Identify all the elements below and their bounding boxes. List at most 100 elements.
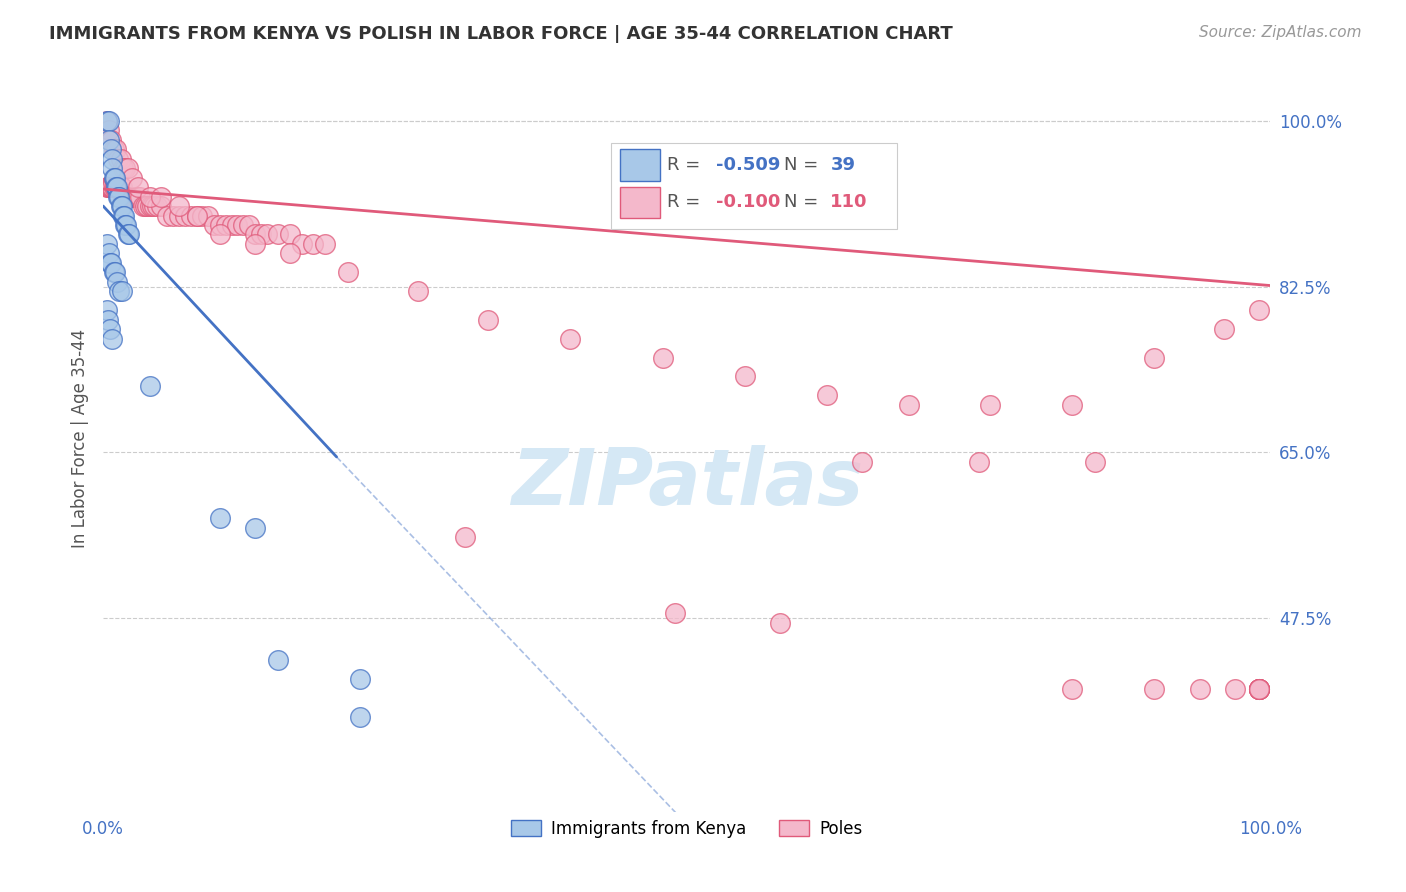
Point bbox=[111, 161, 134, 176]
Point bbox=[278, 227, 301, 242]
Point bbox=[815, 388, 838, 402]
Text: -0.509: -0.509 bbox=[716, 156, 780, 174]
Point bbox=[103, 180, 125, 194]
Point bbox=[105, 275, 128, 289]
Point bbox=[267, 227, 290, 242]
Point bbox=[173, 209, 195, 223]
Point bbox=[232, 218, 254, 232]
Point bbox=[139, 189, 162, 203]
Point bbox=[104, 170, 127, 185]
Point bbox=[186, 209, 208, 223]
Point bbox=[652, 351, 675, 365]
Point bbox=[112, 189, 135, 203]
Point bbox=[97, 312, 120, 326]
Point bbox=[104, 142, 127, 156]
Point bbox=[734, 369, 756, 384]
Point bbox=[769, 615, 792, 630]
Point bbox=[117, 189, 139, 203]
Point bbox=[101, 180, 124, 194]
Point bbox=[98, 322, 121, 336]
Point bbox=[127, 189, 149, 203]
Point bbox=[104, 180, 127, 194]
Point bbox=[103, 142, 125, 156]
Point bbox=[134, 199, 156, 213]
Point bbox=[97, 180, 120, 194]
Point bbox=[349, 673, 371, 687]
Point bbox=[111, 180, 134, 194]
Point bbox=[967, 455, 990, 469]
Point bbox=[96, 180, 118, 194]
Point bbox=[215, 218, 238, 232]
Point bbox=[208, 218, 231, 232]
Point bbox=[150, 189, 173, 203]
Point bbox=[107, 180, 129, 194]
Point bbox=[111, 209, 134, 223]
Point bbox=[110, 199, 132, 213]
Point bbox=[1247, 681, 1270, 696]
Point bbox=[114, 189, 136, 203]
Point bbox=[191, 209, 214, 223]
Point bbox=[117, 161, 139, 176]
Point bbox=[104, 180, 127, 194]
Point bbox=[278, 246, 301, 260]
Point bbox=[122, 189, 145, 203]
Point bbox=[267, 653, 290, 667]
Point bbox=[98, 180, 121, 194]
Point bbox=[1247, 681, 1270, 696]
Point bbox=[98, 180, 121, 194]
Point bbox=[125, 189, 148, 203]
Point bbox=[146, 199, 169, 213]
Point bbox=[111, 285, 134, 299]
Point bbox=[1060, 398, 1083, 412]
Point bbox=[96, 236, 118, 251]
Point bbox=[105, 180, 128, 194]
Point bbox=[139, 379, 162, 393]
Point bbox=[256, 227, 278, 242]
Point bbox=[98, 123, 121, 137]
Point bbox=[96, 303, 118, 318]
Point bbox=[101, 161, 124, 176]
Text: 110: 110 bbox=[831, 194, 868, 211]
Point bbox=[167, 199, 190, 213]
Point bbox=[197, 209, 219, 223]
Point bbox=[118, 189, 141, 203]
Point bbox=[115, 218, 138, 232]
Point bbox=[851, 455, 873, 469]
Point bbox=[108, 285, 131, 299]
Point bbox=[1247, 303, 1270, 318]
Point bbox=[100, 256, 122, 270]
Point bbox=[454, 530, 477, 544]
Point bbox=[243, 521, 266, 535]
Point bbox=[101, 152, 124, 166]
Point bbox=[1247, 681, 1270, 696]
Legend: Immigrants from Kenya, Poles: Immigrants from Kenya, Poles bbox=[505, 814, 869, 845]
Point bbox=[1247, 681, 1270, 696]
Point bbox=[100, 142, 122, 156]
FancyBboxPatch shape bbox=[620, 186, 659, 219]
Point bbox=[101, 332, 124, 346]
Point bbox=[208, 227, 231, 242]
Point bbox=[208, 511, 231, 525]
Point bbox=[96, 113, 118, 128]
Point bbox=[180, 209, 202, 223]
Point bbox=[221, 218, 243, 232]
Point bbox=[290, 236, 312, 251]
Point bbox=[1247, 681, 1270, 696]
Point bbox=[150, 199, 173, 213]
Point bbox=[105, 180, 128, 194]
Point bbox=[139, 199, 162, 213]
Point bbox=[558, 332, 581, 346]
Point bbox=[1084, 455, 1107, 469]
Text: ZIPatlas: ZIPatlas bbox=[510, 445, 863, 521]
Point bbox=[1060, 681, 1083, 696]
FancyBboxPatch shape bbox=[620, 149, 659, 181]
Text: 39: 39 bbox=[831, 156, 855, 174]
Point bbox=[156, 209, 179, 223]
Point bbox=[143, 199, 166, 213]
Point bbox=[104, 265, 127, 279]
Point bbox=[132, 199, 155, 213]
Point bbox=[125, 189, 148, 203]
Point bbox=[111, 199, 134, 213]
Point bbox=[664, 606, 686, 620]
Point bbox=[98, 113, 121, 128]
